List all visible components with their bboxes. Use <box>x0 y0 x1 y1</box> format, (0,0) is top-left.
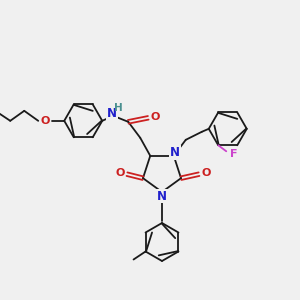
Text: O: O <box>201 168 211 178</box>
Text: H: H <box>114 103 123 113</box>
Text: O: O <box>40 116 50 126</box>
Text: O: O <box>151 112 160 122</box>
Text: O: O <box>115 168 125 178</box>
Text: N: N <box>170 146 180 159</box>
Text: F: F <box>230 149 237 159</box>
Text: N: N <box>157 190 167 202</box>
Text: N: N <box>107 107 117 120</box>
